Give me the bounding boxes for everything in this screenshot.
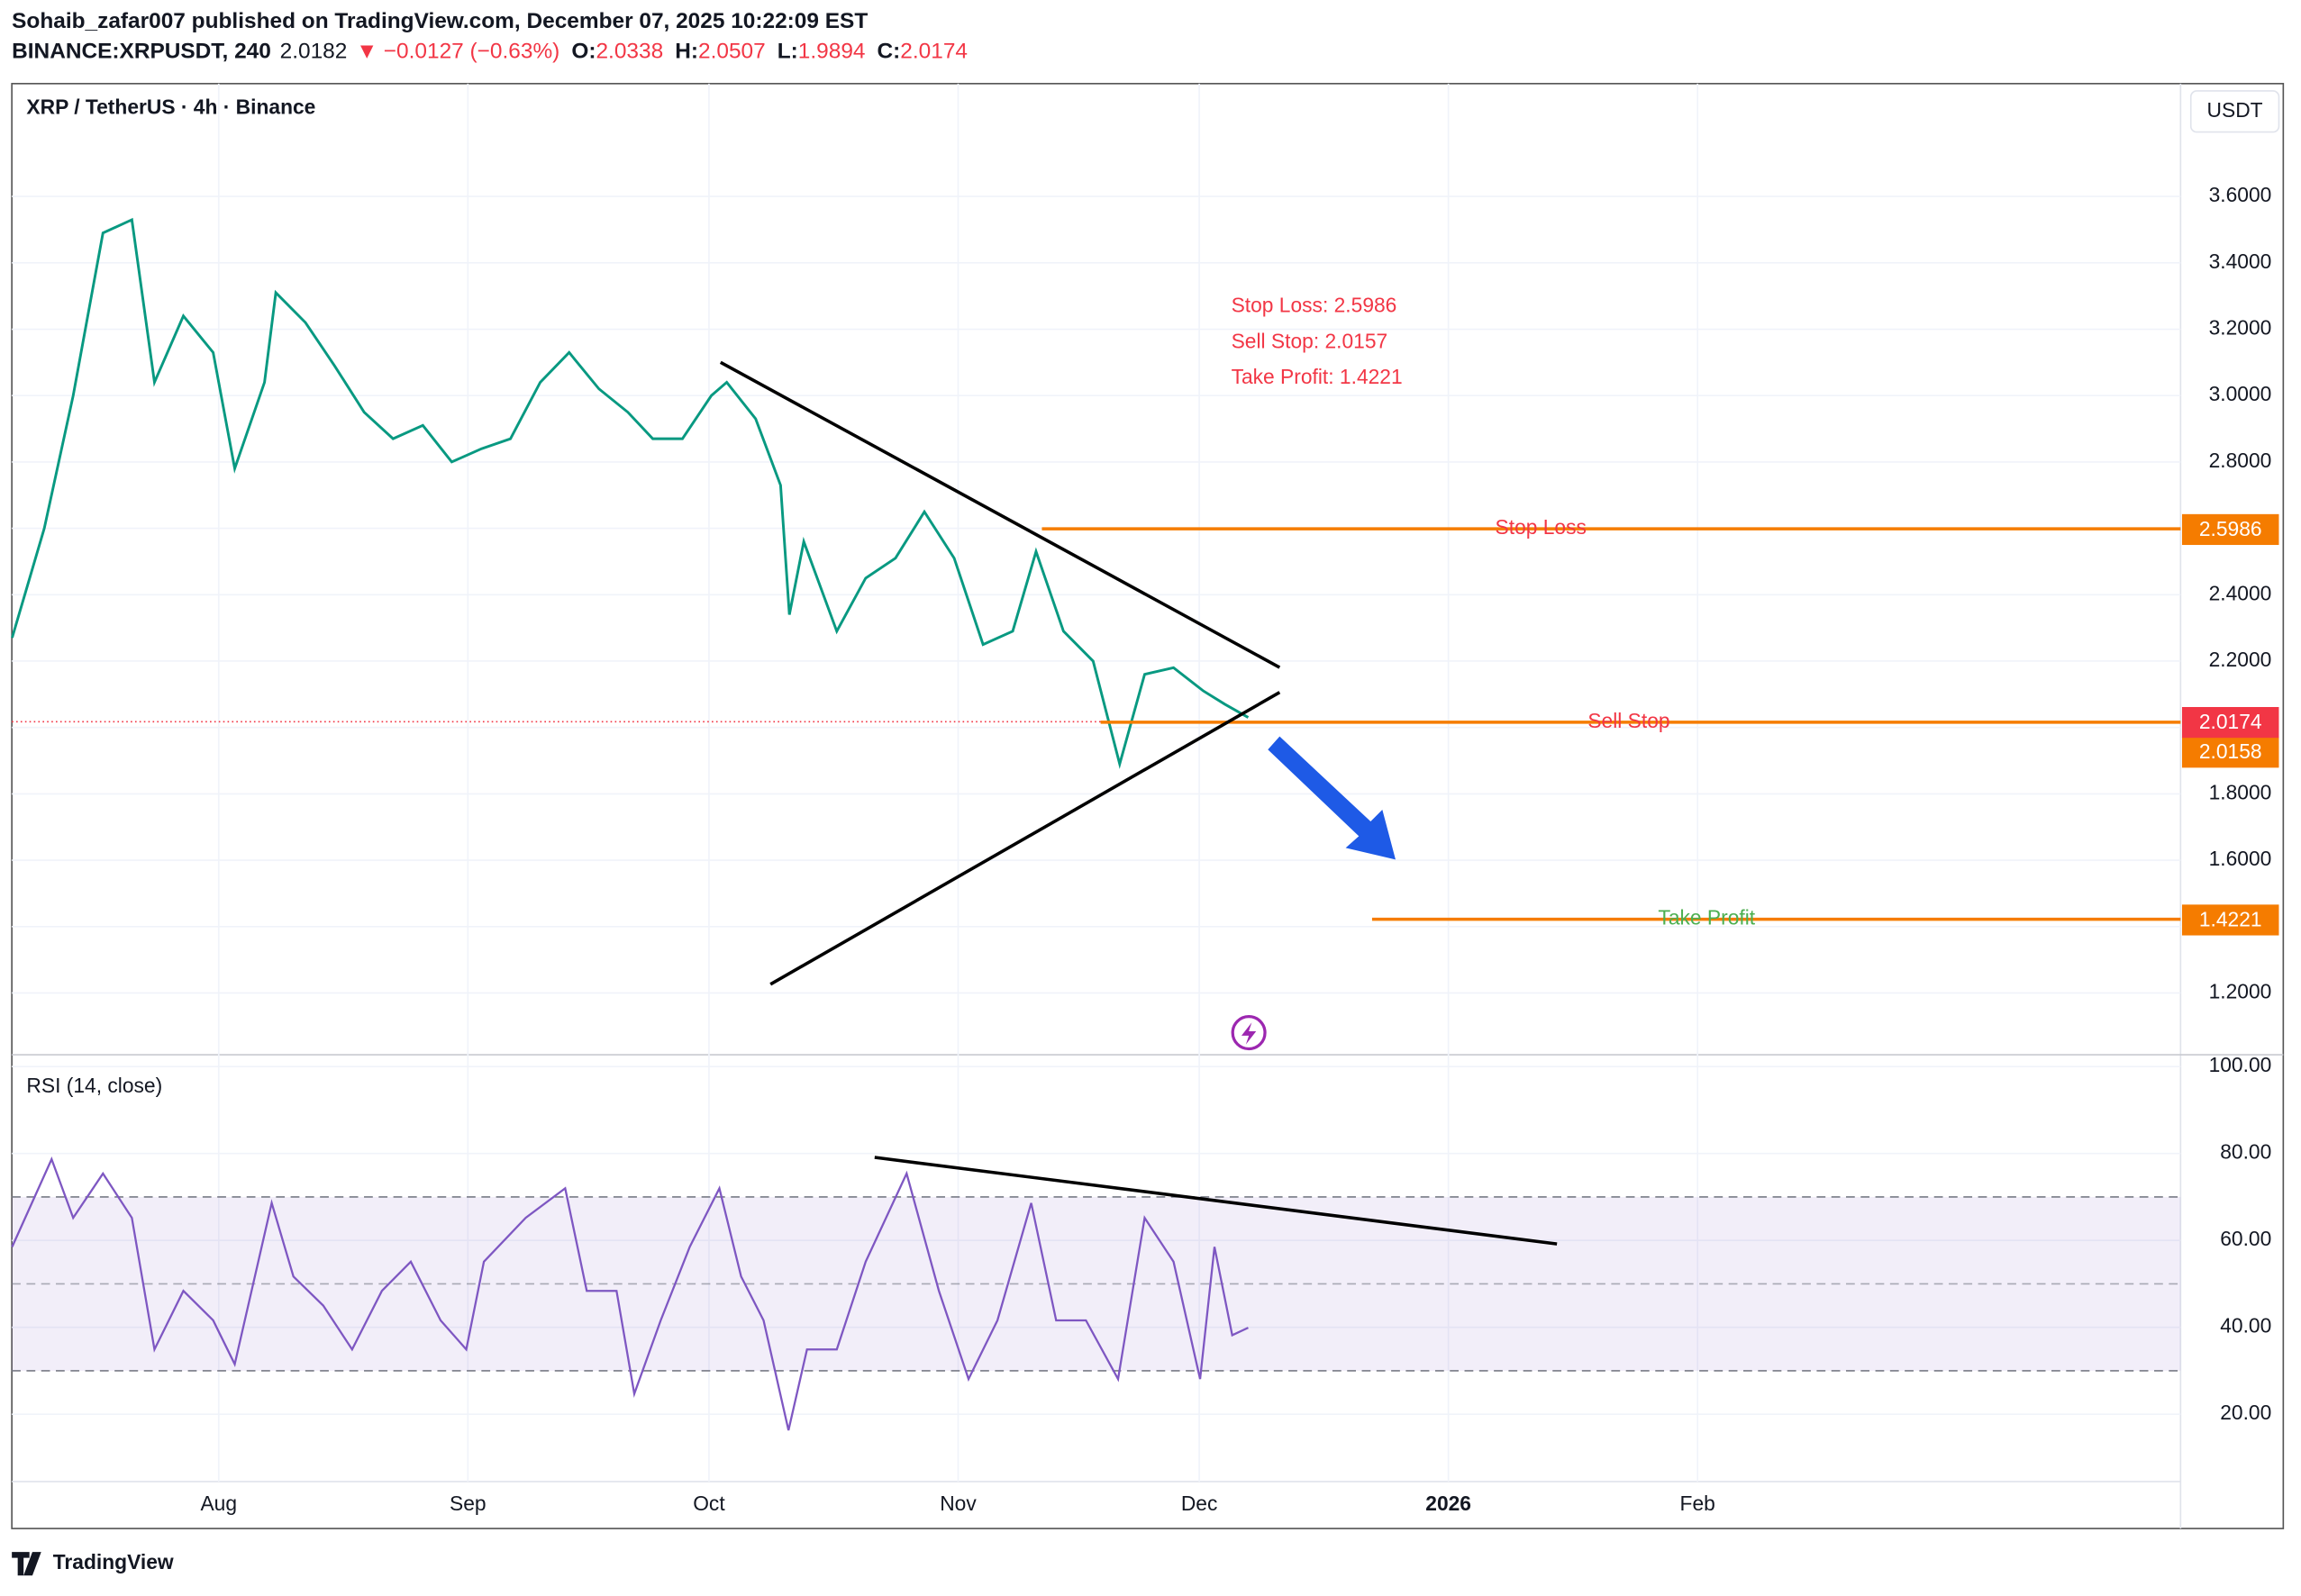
high: 2.0507 [698,40,766,64]
open-label: O: [571,40,596,64]
rsi-title: RSI (14, close) [26,1074,162,1097]
event-bolt [1241,1022,1257,1045]
level-price-label: 2.0158 [2199,739,2262,763]
currency-button[interactable] [2189,90,2280,133]
y-tick-label: 1.6000 [2209,847,2272,870]
y-tick-label: 2.8000 [2209,449,2272,472]
note: Take Profit: 1.4221 [1232,365,1403,388]
arrow: ▼ [356,40,377,64]
x-tick-label: 2026 [1425,1492,1471,1515]
x-tick-label: Dec [1181,1492,1218,1515]
y-tick-label: 2.2000 [2209,648,2272,671]
change: −0.0127 (−0.63%) [384,40,560,64]
y-tick-label: 3.0000 [2209,382,2272,405]
price-line [11,217,1250,769]
y-tick-label: 3.2000 [2209,316,2272,340]
x-tick-label: Feb [1680,1492,1715,1515]
note: Sell Stop: 2.0157 [1232,329,1388,352]
currency[interactable]: USDT [2207,98,2263,122]
low-label: L: [778,40,798,64]
symbol: BINANCE:XRPUSDT, 240 [12,40,271,64]
y-tick-label: 3.4000 [2209,249,2272,273]
level-label: Stop Loss [1496,515,1587,539]
event-icon[interactable] [1231,1015,1267,1051]
level-price-box [2181,737,2279,768]
level-price-box [2181,513,2279,546]
close-label: C: [878,40,901,64]
grid [12,83,2181,1482]
y-tick-label: 100.00 [2209,1053,2272,1076]
high-label: H: [675,40,698,64]
brand: TradingView [53,1550,174,1573]
drawings [719,360,1558,1246]
y-tick-label: 60.00 [2220,1227,2271,1250]
x-tick-label: Nov [940,1492,977,1515]
level-price-label: 2.5986 [2199,517,2262,540]
pane-title: XRP / TetherUS · 4h · Binance [26,95,315,119]
level-label: Sell Stop [1587,709,1669,732]
x-tick-label: Sep [450,1492,487,1515]
open: 2.0338 [596,40,663,64]
y-tick-label: 40.00 [2220,1314,2271,1338]
level-price-label: 1.4221 [2199,907,2262,930]
rsi-trendline [874,1156,1558,1246]
publish-info: Sohaib_zafar007 published on TradingView… [12,9,868,33]
low: 1.9894 [798,40,866,64]
trendline [719,360,1281,669]
down-arrow [1268,736,1396,860]
close: 2.0174 [900,40,968,64]
y-tick-label: 1.2000 [2209,979,2272,1002]
symbol-info: BINANCE:XRPUSDT, 240 2.0182 ▼ −0.0127 (−0.6… [12,40,968,64]
y-tick-label: 3.6000 [2209,183,2272,206]
level-price-box [2181,904,2279,936]
y-tick-label: 2.4000 [2209,581,2272,604]
trendline [769,691,1281,986]
y-tick-label: 80.00 [2220,1140,2271,1164]
x-tick-label: Oct [693,1492,725,1515]
level-label: Take Profit [1658,906,1755,929]
price-line [11,1156,1249,1431]
plot: Stop Loss Sell Stop Take Profit Stop Loss: … [11,217,2181,1431]
footer-logo: TradingView [12,1550,174,1576]
x-tick-label: Aug [200,1492,237,1515]
y-tick-label: 20.00 [2220,1401,2271,1424]
chart-frame [11,83,2285,1529]
logo-mark [12,1552,41,1576]
note: Stop Loss: 2.5986 [1232,293,1397,316]
price: 2.0182 [280,40,348,64]
last-price-box [2181,706,2279,739]
y-tick-label: 1.8000 [2209,780,2272,803]
last-price-label: 2.0174 [2199,710,2262,733]
